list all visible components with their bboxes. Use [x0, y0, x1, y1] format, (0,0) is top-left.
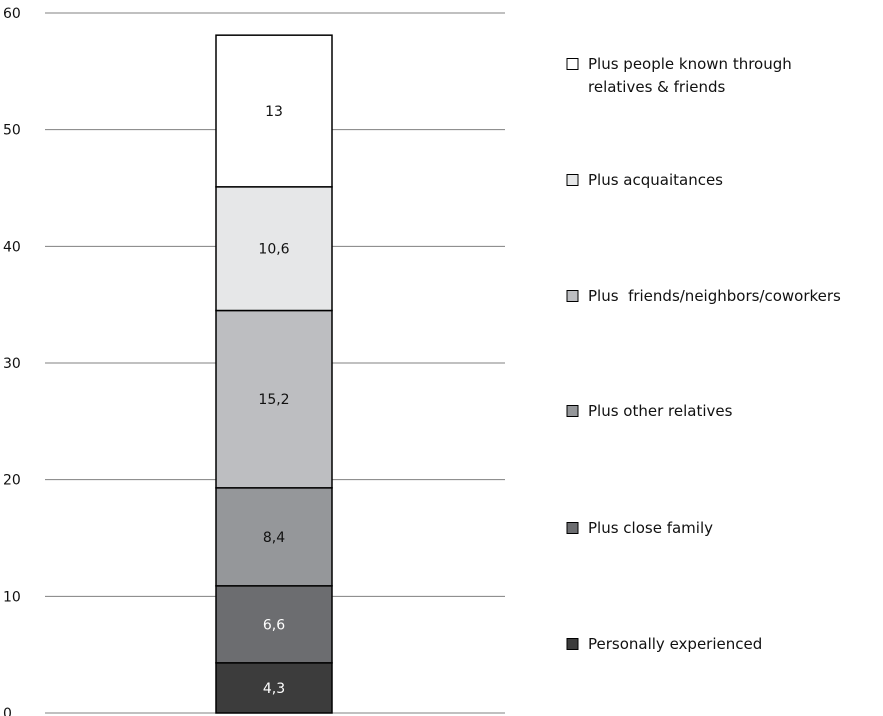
y-tick-label-10: 10 — [3, 589, 21, 605]
legend-swatch-4 — [566, 174, 579, 186]
data-label-4: 10,6 — [258, 242, 289, 258]
y-tick-label-0: 0 — [3, 706, 12, 716]
bar-segment-0 — [215, 662, 333, 714]
legend-label-5-line-1: relatives & friends — [588, 78, 725, 96]
legend-swatch-2 — [566, 405, 579, 417]
bar-stack: 4,3 6,6 8,4 15,2 10,6 13 — [215, 34, 333, 714]
legend-label-0: Personally experienced — [588, 635, 762, 653]
legend-label-3: Plus friends/neighbors/coworkers — [588, 287, 841, 305]
legend: Personally experienced Plus close family P… — [566, 55, 841, 653]
data-label-3: 15,2 — [258, 392, 289, 408]
data-label-0: 4,3 — [263, 681, 285, 697]
y-axis-ticks: 0 10 20 30 40 50 60 — [3, 6, 21, 716]
legend-label-5-line-0: Plus people known through — [588, 55, 792, 73]
data-label-1: 6,6 — [263, 617, 285, 633]
data-label-5: 13 — [265, 104, 283, 120]
bar-segment-5 — [215, 34, 333, 188]
data-label-2: 8,4 — [263, 530, 285, 546]
y-tick-label-30: 30 — [3, 356, 21, 372]
y-tick-label-40: 40 — [3, 239, 21, 255]
bar-segment-2 — [215, 487, 333, 587]
bar-segment-3 — [215, 309, 333, 489]
legend-label-1: Plus close family — [588, 519, 713, 537]
legend-label-2: Plus other relatives — [588, 402, 733, 420]
bar-segment-4 — [215, 186, 333, 312]
y-tick-label-60: 60 — [3, 6, 21, 22]
bar-segment-1 — [215, 585, 333, 664]
legend-swatch-3 — [566, 290, 579, 302]
legend-label-4: Plus acquaitances — [588, 171, 723, 189]
legend-swatch-0 — [566, 638, 579, 650]
legend-swatch-5 — [566, 58, 579, 70]
y-tick-label-50: 50 — [3, 123, 21, 139]
y-tick-label-20: 20 — [3, 473, 21, 489]
legend-swatch-1 — [566, 522, 579, 534]
